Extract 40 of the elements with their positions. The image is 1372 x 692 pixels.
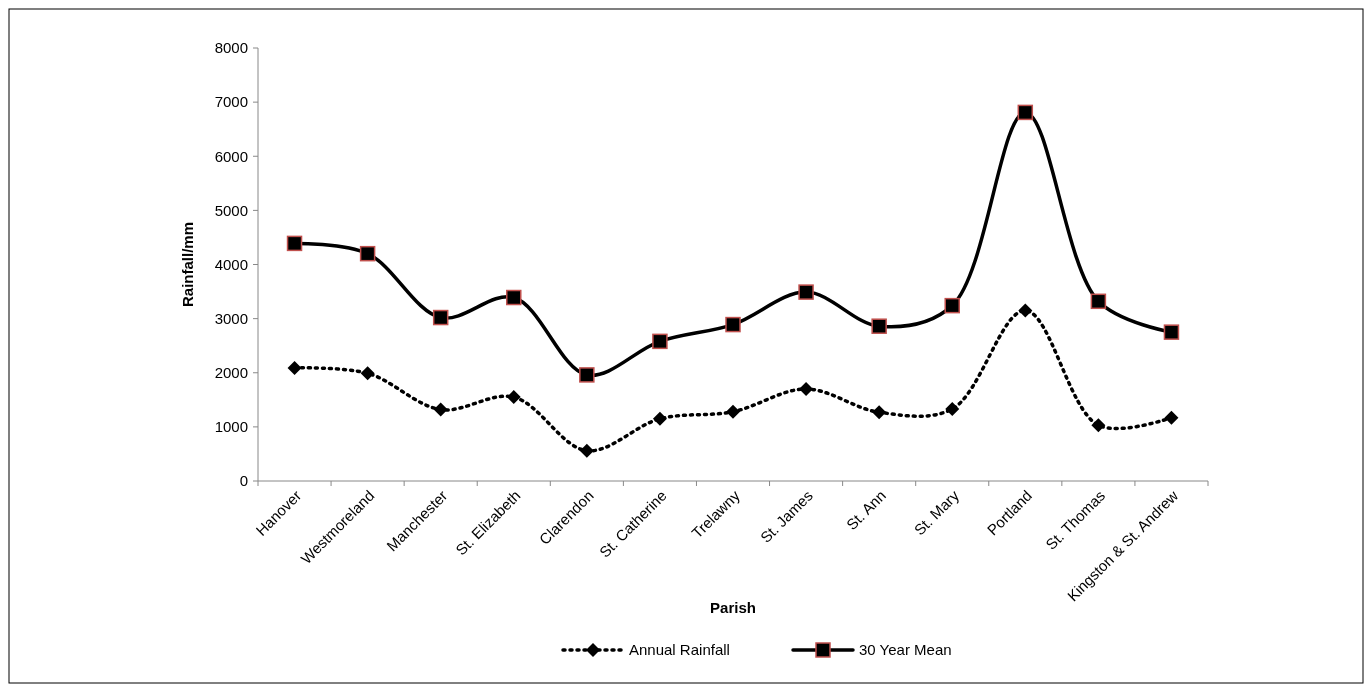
point [1017, 104, 1034, 121]
y-tick-label: 5000 [214, 201, 248, 219]
y-tick-label: 0 [239, 472, 248, 490]
point [799, 381, 814, 396]
point [726, 404, 740, 419]
point [652, 411, 667, 426]
point [579, 367, 595, 383]
point [1090, 293, 1107, 310]
y-tick-label: 8000 [214, 39, 248, 57]
point [1018, 303, 1033, 318]
y-axis-title: Rainfall/mm [179, 221, 196, 308]
point [871, 318, 887, 334]
point [872, 405, 887, 420]
point [506, 390, 521, 405]
point [652, 333, 668, 350]
legend-label: Annual Rainfall [629, 641, 730, 659]
point [1164, 410, 1179, 425]
y-tick-label: 1000 [214, 418, 248, 436]
point [286, 235, 303, 252]
point [798, 284, 814, 300]
y-tick-label: 4000 [214, 255, 248, 273]
y-tick-label: 7000 [214, 93, 248, 111]
point [432, 309, 449, 326]
y-tick-label: 3000 [214, 309, 248, 327]
point [1091, 418, 1106, 433]
point [945, 402, 960, 417]
point [725, 316, 741, 333]
point [944, 297, 960, 314]
point [1163, 324, 1180, 340]
x-tick-label: St. Ann [842, 486, 889, 534]
point [359, 245, 376, 262]
point [506, 289, 522, 306]
point [360, 366, 375, 381]
legend-label: 30 Year Mean [859, 641, 952, 659]
point [287, 360, 302, 375]
y-tick-label: 6000 [214, 147, 248, 165]
point [433, 402, 448, 417]
x-axis-title: Parish [710, 599, 756, 616]
point [579, 443, 594, 458]
y-tick-label: 2000 [214, 364, 248, 381]
